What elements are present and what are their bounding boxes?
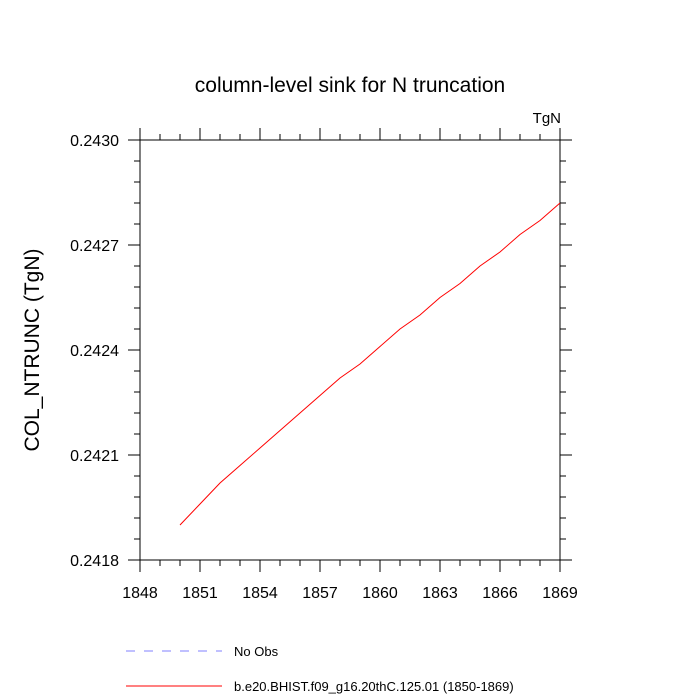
plot-frame [139, 139, 561, 561]
chart-title: column-level sink for N truncation [195, 74, 505, 97]
y-tick-label: 0.2421 [70, 448, 119, 465]
legend-label: b.e20.BHIST.f09_g16.20thC.125.01 (1850-1… [234, 679, 514, 694]
y-tick-label: 0.2418 [70, 553, 119, 570]
series-lines [179, 202, 561, 526]
legend: No Obs b.e20.BHIST.f09_g16.20thC.125.01 (… [126, 644, 514, 694]
x-tick-label: 1851 [182, 585, 218, 602]
y-tick-label: 0.2424 [70, 343, 119, 360]
axis-ticks [128, 128, 572, 572]
y-axis-label: COL_NTRUNC (TgN) [21, 248, 44, 451]
legend-label: No Obs [234, 644, 279, 659]
axis-tick-labels: 1848 1851 1854 1857 1860 1863 1866 1869 0.2418 0.… [70, 133, 578, 602]
series-line [179, 202, 561, 526]
x-tick-label: 1869 [542, 585, 578, 602]
x-tick-label: 1854 [242, 585, 278, 602]
x-tick-label: 1860 [362, 585, 398, 602]
x-tick-label: 1848 [122, 585, 158, 602]
x-tick-label: 1857 [302, 585, 338, 602]
x-tick-label: 1863 [422, 585, 458, 602]
y-tick-label: 0.2430 [70, 133, 119, 150]
y-tick-label: 0.2427 [70, 238, 119, 255]
x-tick-label: 1866 [482, 585, 518, 602]
units-label: TgN [533, 110, 561, 127]
